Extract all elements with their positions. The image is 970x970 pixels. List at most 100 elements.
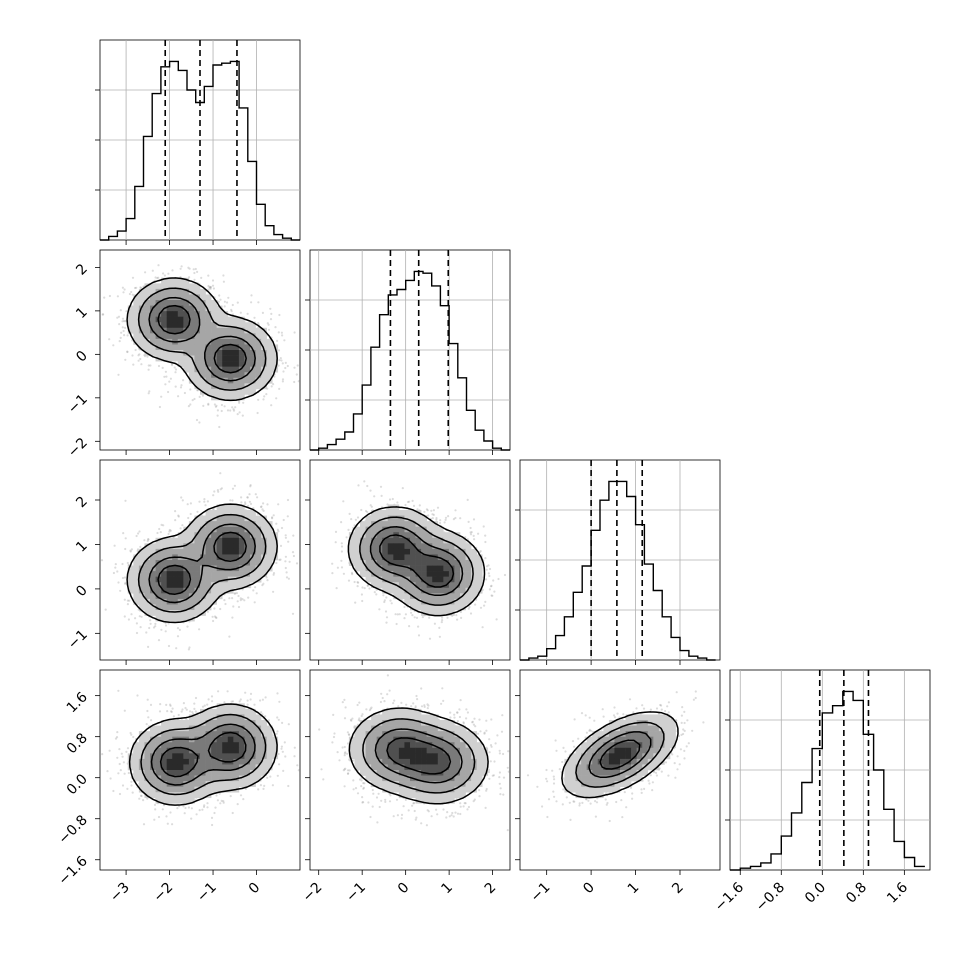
density-cell	[200, 383, 206, 390]
scatter-point	[208, 286, 211, 289]
scatter-point	[296, 364, 299, 367]
scatter-point	[231, 499, 234, 502]
density-cell	[200, 515, 206, 522]
scatter-point	[265, 393, 268, 396]
density-cell	[155, 598, 162, 605]
density-cell	[133, 305, 140, 312]
density-cell	[155, 543, 162, 550]
scatter-point	[189, 512, 192, 516]
scatter-point	[348, 512, 351, 516]
scatter-point	[147, 392, 150, 395]
density-cell	[194, 543, 201, 550]
density-cell	[144, 604, 151, 611]
scatter-point	[284, 536, 287, 539]
scatter-point	[212, 619, 215, 623]
density-cell	[216, 582, 223, 589]
density-cell	[166, 322, 173, 329]
density-cell	[222, 372, 229, 379]
density-cell	[127, 576, 134, 583]
density-cell	[233, 383, 240, 390]
density-cell	[166, 300, 173, 306]
density-cell	[144, 587, 151, 594]
scatter-point	[363, 587, 366, 590]
density-cell	[244, 565, 251, 572]
scatter-point	[211, 279, 215, 282]
scatter-point	[363, 480, 366, 483]
scatter-point	[269, 318, 273, 321]
scatter-point	[112, 571, 115, 575]
scatter-point	[116, 295, 119, 298]
scatter-point	[260, 505, 263, 508]
scatter-point	[248, 493, 251, 496]
density-cell	[244, 388, 251, 395]
scatter-point	[194, 267, 197, 271]
scatter-point	[126, 603, 129, 606]
scatter-point	[291, 612, 295, 615]
scatter-point	[178, 628, 181, 632]
scatter-point	[160, 628, 163, 631]
density-cell	[216, 327, 223, 334]
density-cell	[222, 548, 229, 555]
density-cell	[222, 383, 229, 390]
scatter-point	[121, 562, 124, 566]
scatter-point	[281, 378, 285, 381]
density-cell	[194, 521, 201, 527]
density-cell	[188, 350, 195, 356]
scatter-point	[272, 514, 275, 517]
scatter-point	[151, 269, 154, 272]
density-cell	[216, 571, 223, 577]
scatter-point	[209, 287, 212, 290]
scatter-point	[281, 362, 284, 365]
scatter-point	[121, 317, 125, 320]
density-cell	[222, 537, 229, 544]
density-cell	[200, 327, 206, 334]
density-cell	[183, 560, 190, 566]
scatter-point	[195, 418, 199, 422]
scatter-point	[203, 500, 206, 503]
scatter-point	[209, 285, 212, 289]
density-cell	[144, 344, 151, 351]
scatter-point	[211, 284, 215, 287]
scatter-point	[198, 421, 201, 424]
scatter-point	[279, 558, 282, 561]
scatter-point	[168, 380, 171, 383]
density-cell	[238, 510, 245, 516]
scatter-point	[198, 628, 201, 631]
density-cell	[133, 587, 140, 594]
density-cell	[150, 576, 156, 583]
scatter-point	[276, 339, 279, 342]
density-cell	[194, 300, 201, 306]
density-cell	[250, 576, 256, 583]
scatter-point	[162, 524, 165, 527]
density-cell	[233, 582, 240, 589]
scatter-point	[108, 294, 111, 298]
density-cell	[177, 593, 184, 600]
density-cell	[177, 576, 184, 583]
scatter-point	[144, 271, 147, 274]
scatter-point	[212, 494, 215, 497]
density-cell	[183, 333, 190, 340]
density-cell	[194, 338, 201, 345]
scatter-point	[224, 602, 227, 606]
scatter-point	[382, 594, 385, 597]
scatter-point	[138, 530, 141, 533]
scatter-point	[102, 313, 105, 316]
scatter-point	[139, 545, 142, 549]
density-cell	[194, 377, 201, 384]
density-cell	[266, 366, 273, 373]
density-cell	[233, 548, 240, 555]
scatter-point	[219, 298, 222, 301]
scatter-point	[123, 615, 126, 618]
scatter-point	[284, 361, 287, 364]
scatter-point	[284, 555, 287, 558]
scatter-point	[149, 619, 152, 622]
scatter-point	[201, 394, 204, 397]
density-cell	[188, 543, 195, 550]
scatter-point	[135, 534, 138, 538]
scatter-point	[220, 403, 223, 407]
scatter-point	[379, 485, 383, 488]
scatter-point	[134, 617, 137, 620]
density-cell	[233, 361, 240, 367]
histogram-step	[520, 480, 716, 661]
scatter-point	[270, 404, 273, 407]
